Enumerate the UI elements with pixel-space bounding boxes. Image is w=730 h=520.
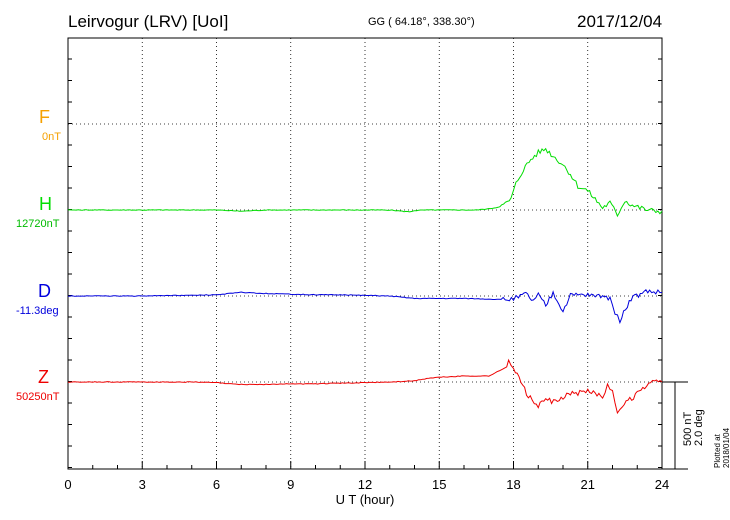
series-line-d	[67, 289, 663, 325]
x-tick-label: 6	[213, 477, 220, 492]
station-title: Leirvogur (LRV) [UoI]	[68, 12, 229, 31]
baseline-label-f: 0nT	[42, 131, 61, 143]
component-label-h: H	[39, 194, 52, 214]
plot-date: 2017/12/04	[577, 12, 663, 31]
component-label-f: F	[39, 107, 50, 127]
x-axis-label: U T (hour)	[336, 492, 395, 507]
baseline-label-d: -11.3deg	[16, 305, 59, 317]
station-coordinates: GG ( 64.18°, 338.30°)	[368, 16, 475, 28]
x-tick-label: 18	[506, 477, 520, 492]
x-tick-label: 24	[655, 477, 669, 492]
plot-credit: Plotted at 2018/01/04 01:34 UT	[713, 427, 730, 468]
component-label-z: Z	[38, 367, 49, 387]
series-line-h	[68, 147, 663, 218]
scale-label-deg: 2.0 deg	[693, 409, 705, 446]
x-tick-label: 9	[287, 477, 294, 492]
x-tick-label: 15	[432, 477, 446, 492]
x-tick-label: 21	[581, 477, 595, 492]
baseline-label-h: 12720nT	[16, 218, 60, 230]
component-label-d: D	[38, 281, 51, 301]
series-line-z	[68, 358, 663, 415]
x-tick-label: 12	[358, 477, 372, 492]
x-tick-label: 3	[139, 477, 146, 492]
x-tick-label: 0	[64, 477, 71, 492]
baseline-label-z: 50250nT	[16, 391, 60, 403]
